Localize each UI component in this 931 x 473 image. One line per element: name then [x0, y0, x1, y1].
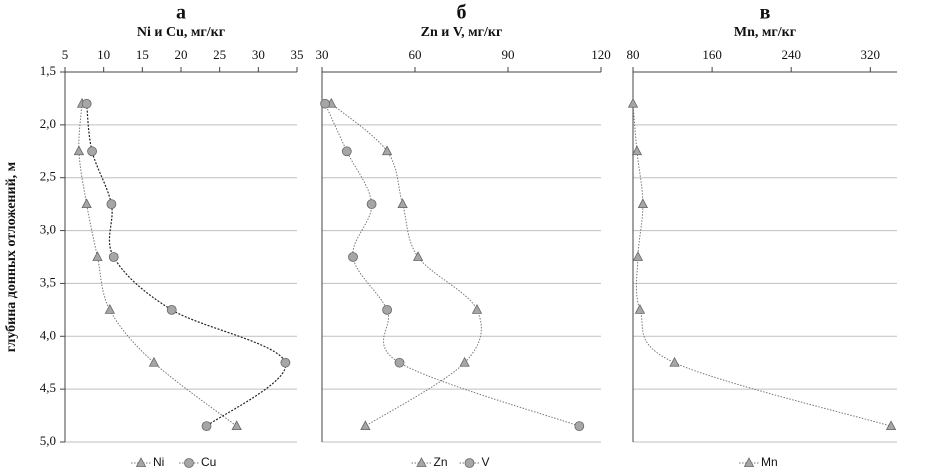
legend-label: Mn — [761, 455, 778, 469]
y-tick-label: 4,0 — [40, 327, 56, 342]
marker — [166, 304, 177, 315]
marker — [394, 357, 405, 368]
legend-marker — [135, 457, 147, 467]
marker — [471, 304, 483, 314]
marker — [574, 421, 585, 432]
marker — [348, 252, 358, 262]
legend-label: Ni — [153, 455, 164, 469]
y-tick-label: 4,5 — [40, 380, 56, 395]
marker — [231, 420, 242, 431]
x-tick-label: 80 — [627, 47, 640, 62]
marker — [280, 357, 291, 368]
marker — [669, 356, 680, 367]
marker — [108, 252, 119, 262]
marker — [627, 97, 639, 108]
legend-marker — [743, 457, 755, 467]
x-tick-label: 240 — [781, 47, 801, 62]
panel-letter: б — [457, 2, 467, 24]
x-tick-label: 10 — [97, 47, 110, 62]
y-tick-label: 2,0 — [40, 116, 56, 131]
legend-marker — [184, 458, 194, 468]
marker — [412, 251, 424, 261]
marker — [341, 146, 352, 157]
panel-title: Zn и V, мг/кг — [421, 25, 503, 40]
x-tick-label: 25 — [213, 47, 226, 62]
marker — [201, 421, 212, 432]
series-line — [78, 103, 237, 427]
legend-label: V — [482, 455, 490, 469]
panel-letter: в — [760, 2, 771, 24]
marker — [81, 198, 92, 209]
marker — [148, 356, 160, 367]
x-tick-label: 20 — [175, 47, 188, 62]
marker — [104, 304, 116, 314]
series-line — [632, 103, 892, 427]
marker — [634, 304, 646, 314]
marker — [397, 198, 408, 209]
marker — [320, 98, 331, 109]
y-tick-label: 2,5 — [40, 169, 56, 184]
marker — [631, 145, 643, 156]
series-line — [330, 103, 482, 427]
marker — [366, 199, 377, 210]
marker — [92, 251, 103, 261]
legend-marker — [464, 458, 475, 468]
y-tick-label: 1,5 — [40, 63, 56, 78]
x-tick-label: 35 — [291, 47, 304, 62]
marker — [81, 98, 92, 109]
marker — [637, 198, 649, 209]
y-tick-label: 5,0 — [40, 433, 56, 448]
marker — [106, 199, 117, 210]
panel-letter: а — [176, 2, 186, 24]
x-tick-label: 5 — [62, 47, 69, 62]
x-tick-label: 30 — [252, 47, 265, 62]
x-tick-label: 160 — [702, 47, 722, 62]
x-tick-label: 30 — [316, 47, 329, 62]
legend-label: Cu — [201, 455, 216, 469]
panel-title: Ni и Cu, мг/кг — [137, 25, 225, 40]
x-tick-label: 320 — [861, 47, 881, 62]
series-line — [86, 103, 287, 427]
marker — [87, 146, 97, 157]
y-axis-label: глубина донных отложений, м — [4, 161, 19, 352]
x-tick-label: 90 — [502, 47, 515, 62]
x-tick-label: 120 — [591, 47, 611, 62]
marker — [382, 304, 393, 315]
legend-label: Zn — [434, 455, 448, 469]
panel-title: Mn, мг/кг — [734, 25, 796, 40]
x-tick-label: 15 — [136, 47, 149, 62]
y-tick-label: 3,0 — [40, 222, 56, 237]
x-tick-label: 60 — [409, 47, 422, 62]
marker — [885, 420, 897, 431]
series-line — [324, 103, 580, 427]
marker — [381, 145, 393, 156]
marker — [459, 356, 470, 367]
marker — [632, 251, 644, 261]
marker — [73, 145, 85, 156]
y-tick-label: 3,5 — [40, 274, 56, 289]
legend-marker — [416, 457, 427, 467]
marker — [360, 420, 371, 431]
